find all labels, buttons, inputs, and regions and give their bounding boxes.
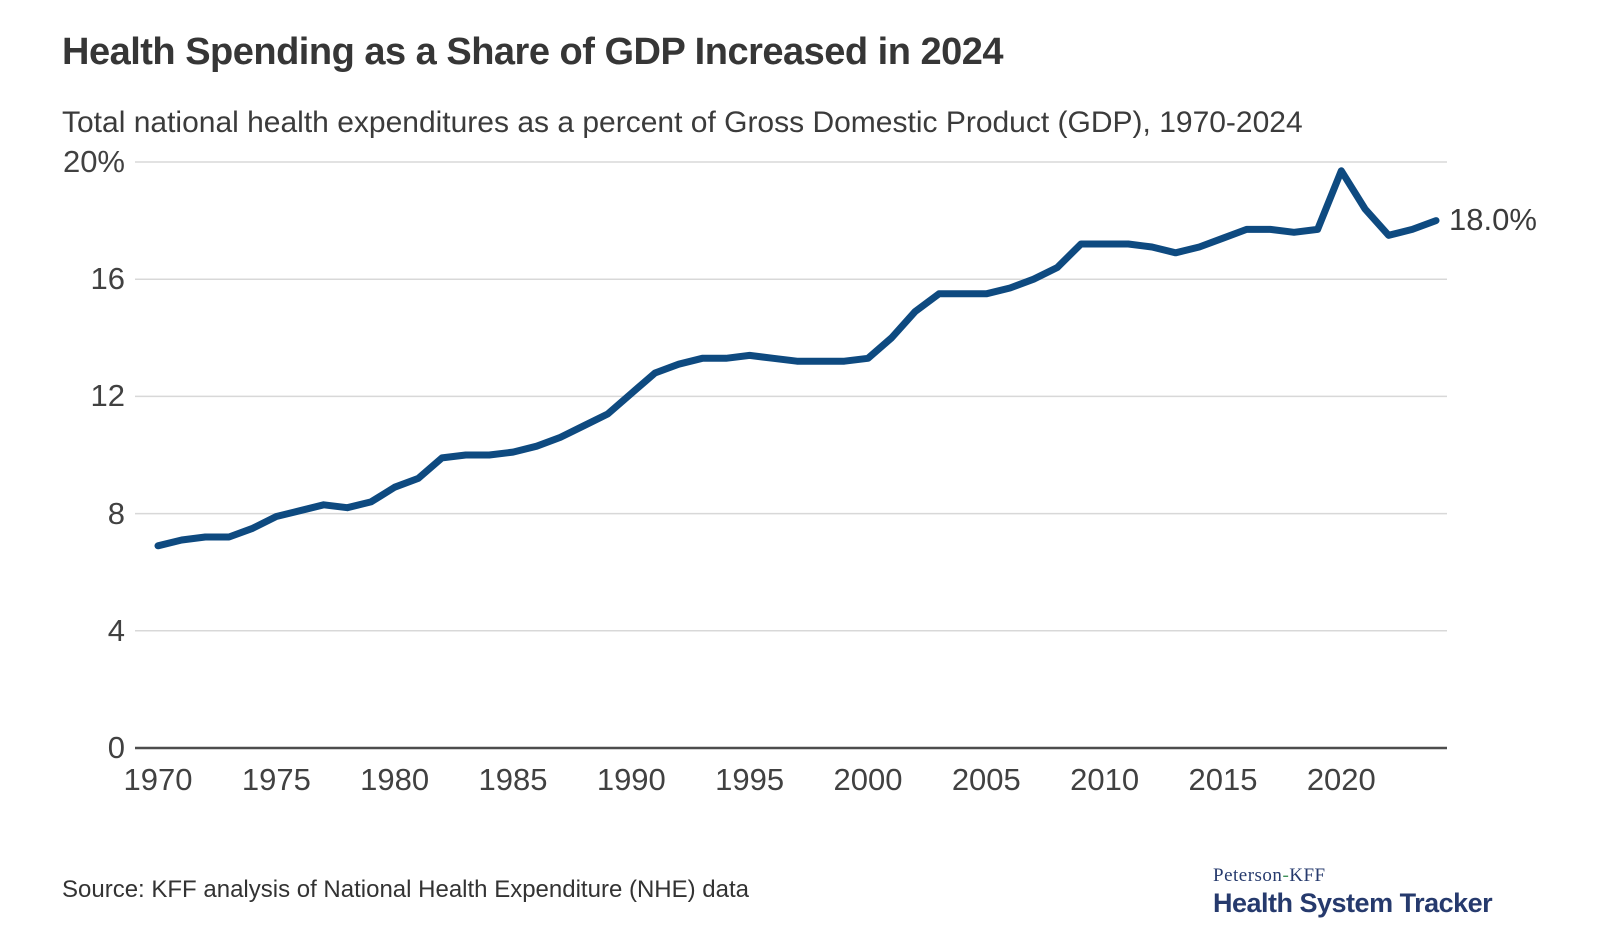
x-tick-label-2020: 2020 bbox=[1306, 762, 1376, 797]
chart-title: Health Spending as a Share of GDP Increa… bbox=[62, 31, 1004, 74]
x-tick-label-2015: 2015 bbox=[1188, 762, 1258, 797]
x-tick-label-1990: 1990 bbox=[596, 762, 666, 797]
chart-subtitle: Total national health expenditures as a … bbox=[62, 106, 1303, 139]
x-tick-label-2010: 2010 bbox=[1070, 762, 1140, 797]
y-tick-label-4: 4 bbox=[107, 612, 125, 648]
x-tick-label-1985: 1985 bbox=[478, 762, 548, 797]
nhe-gdp-series-line bbox=[154, 167, 1440, 550]
latest-value-label: 18.0% bbox=[1449, 202, 1537, 237]
x-tick-label-1995: 1995 bbox=[715, 762, 785, 797]
y-tick-label-8: 8 bbox=[107, 495, 125, 531]
logo-top-line: Peterson-KFF bbox=[1213, 866, 1492, 886]
x-tick-label-2000: 2000 bbox=[833, 762, 903, 797]
x-tick-label-1970: 1970 bbox=[123, 762, 193, 797]
y-tick-label-0: 0 bbox=[107, 730, 125, 765]
y-tick-label-20: 20% bbox=[62, 144, 125, 179]
peterson-kff-health-system-tracker-logo: Peterson-KFF Health System Tracker bbox=[1213, 866, 1493, 919]
logo-peterson-text: Peterson bbox=[1213, 865, 1283, 886]
logo-health-system-tracker-text: Health System Tracker bbox=[1213, 888, 1493, 918]
x-tick-label-1980: 1980 bbox=[360, 762, 430, 797]
logo-hyphen: - bbox=[1282, 865, 1290, 886]
source-note: Source: KFF analysis of National Health … bbox=[62, 876, 749, 903]
logo-kff-text: KFF bbox=[1289, 865, 1326, 886]
x-tick-label-1975: 1975 bbox=[241, 762, 311, 797]
x-tick-label-2005: 2005 bbox=[951, 762, 1021, 797]
y-tick-label-12: 12 bbox=[90, 378, 125, 414]
y-tick-label-16: 16 bbox=[90, 261, 125, 297]
